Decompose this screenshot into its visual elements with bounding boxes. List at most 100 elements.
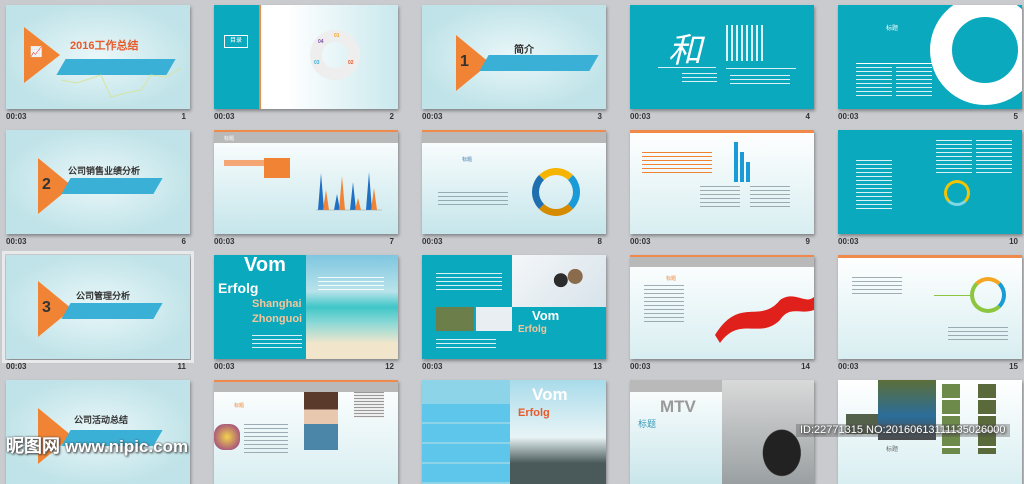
watermark-id: ID:22771315 NO:20160613111135026000	[796, 424, 1010, 437]
headline-erfolg: Erfolg	[218, 280, 259, 296]
ring-graphic	[944, 180, 970, 206]
calligraphy-glyph: 和	[668, 31, 702, 71]
slide-meta-7: 00:03 7	[214, 237, 394, 246]
top-accent	[838, 255, 1022, 258]
slide-meta-1: 00:03 1	[6, 112, 186, 121]
watermark-logo-text: 昵图网	[6, 436, 60, 456]
item-04: 04	[318, 39, 324, 45]
body-text	[750, 186, 790, 210]
photo-column	[978, 384, 996, 454]
body-text	[896, 67, 932, 97]
headline-vom: Vom	[244, 255, 286, 276]
donut-chart	[532, 168, 580, 216]
body-text	[856, 67, 892, 97]
body-text	[976, 140, 1012, 174]
slide-thumbnail-15[interactable]	[838, 255, 1022, 359]
small-photo	[846, 414, 878, 434]
watermark-url: www.nipic.com	[65, 437, 189, 456]
office-photo	[436, 307, 474, 331]
slide-header	[630, 380, 722, 392]
slide-title: 2016工作总结	[70, 40, 139, 52]
connector-line	[934, 295, 970, 296]
orange-box	[264, 158, 290, 178]
people-figure	[550, 265, 586, 303]
body-text	[852, 277, 902, 297]
slide-meta-4: 00:03 4	[630, 112, 810, 121]
body-text	[436, 273, 502, 291]
chart-growth-icon: 📈	[30, 47, 43, 58]
divider	[856, 63, 936, 64]
slide-thumbnail-5[interactable]: 标题	[838, 5, 1022, 109]
slide-meta-14: 00:03 14	[630, 362, 810, 371]
slide-meta-12: 00:03 12	[214, 362, 394, 371]
orange-triangle	[24, 27, 60, 83]
slide-thumbnail-8[interactable]: 标题	[422, 130, 606, 234]
girl-photo	[304, 392, 338, 450]
slide-meta-6: 00:03 6	[6, 237, 186, 246]
slide-thumbnail-17[interactable]: 标题	[214, 380, 398, 484]
slide-meta-9: 00:03 9	[630, 237, 810, 246]
body-text	[644, 285, 684, 325]
list-panel	[422, 404, 510, 484]
beach-photo	[306, 255, 398, 359]
top-accent	[630, 130, 814, 133]
slide-thumbnail-1[interactable]: 📈 2016工作总结	[6, 5, 190, 109]
slide-thumbnail-6[interactable]: 2 公司销售业绩分析	[6, 130, 190, 234]
city-shanghai: Shanghai	[252, 298, 302, 310]
slide-thumbnail-7[interactable]: 标题	[214, 130, 398, 234]
headline-vom: Vom	[532, 385, 568, 404]
label-bar	[224, 160, 264, 166]
toc-label: 目录	[224, 35, 248, 48]
slide-title: 标题	[886, 447, 899, 453]
slide-thumbnail-12[interactable]: Vom Erfolg Shanghai Zhonguoi	[214, 255, 398, 359]
slide-thumbnail-2[interactable]: 目录 01 02 03 04	[214, 5, 398, 109]
mtv-title: MTV	[660, 397, 696, 416]
body-text	[730, 75, 790, 87]
slide-thumbnail-11[interactable]: 3 公司管理分析	[2, 251, 194, 363]
headline-vom: Vom	[532, 308, 560, 323]
newspaper-photo	[354, 392, 384, 418]
body-text	[700, 186, 740, 210]
slide-thumbnail-18[interactable]: Vom Erfolg	[422, 380, 606, 484]
slide-thumbnail-13[interactable]: Vom Erfolg	[422, 255, 606, 359]
slide-meta-13: 00:03 13	[422, 362, 602, 371]
photo-column	[942, 384, 960, 454]
slide-thumbnail-9[interactable]	[630, 130, 814, 234]
slide-title: 公司管理分析	[76, 291, 131, 301]
bar	[746, 162, 750, 182]
divider	[658, 67, 716, 68]
slide-title: 标题	[666, 276, 677, 282]
slide-meta-8: 00:03 8	[422, 237, 602, 246]
slide-meta-11: 00:03 11	[6, 362, 186, 371]
body-text	[438, 192, 508, 206]
side-panel	[214, 5, 261, 109]
body-text	[244, 424, 288, 454]
slide-header	[422, 130, 606, 143]
slide-header: 标题	[214, 130, 398, 143]
slide-title: 标题	[224, 136, 235, 142]
city-zhonguoi: Zhonguoi	[252, 313, 303, 325]
body-text	[436, 339, 496, 349]
slide-thumbnail-4[interactable]: 和	[630, 5, 814, 109]
slide-meta-10: 00:03 10	[838, 237, 1018, 246]
slide-meta-5: 00:03 5	[838, 112, 1018, 121]
slide-thumbnail-16[interactable]: 公司活动总结	[6, 380, 190, 484]
body-text	[936, 140, 972, 174]
ice-cream-photo	[214, 424, 240, 450]
slide-thumbnail-19[interactable]: MTV 标题	[630, 380, 814, 484]
slide-meta-2: 00:03 2	[214, 112, 394, 121]
vertical-text	[726, 25, 766, 61]
slide-thumbnail-3[interactable]: 1 简介	[422, 5, 606, 109]
body-text	[318, 277, 384, 291]
slide-thumbnail-14[interactable]: 标题	[630, 255, 814, 359]
slide-title: 公司活动总结	[74, 415, 129, 425]
group-photo	[878, 380, 936, 440]
item-03: 03	[314, 60, 320, 66]
orange-text	[642, 152, 712, 174]
line-decoration	[60, 67, 182, 98]
divider	[726, 68, 796, 69]
worker-photo	[476, 307, 512, 331]
body-text	[252, 335, 302, 349]
body-text	[948, 327, 1008, 341]
slide-thumbnail-10[interactable]	[838, 130, 1022, 234]
